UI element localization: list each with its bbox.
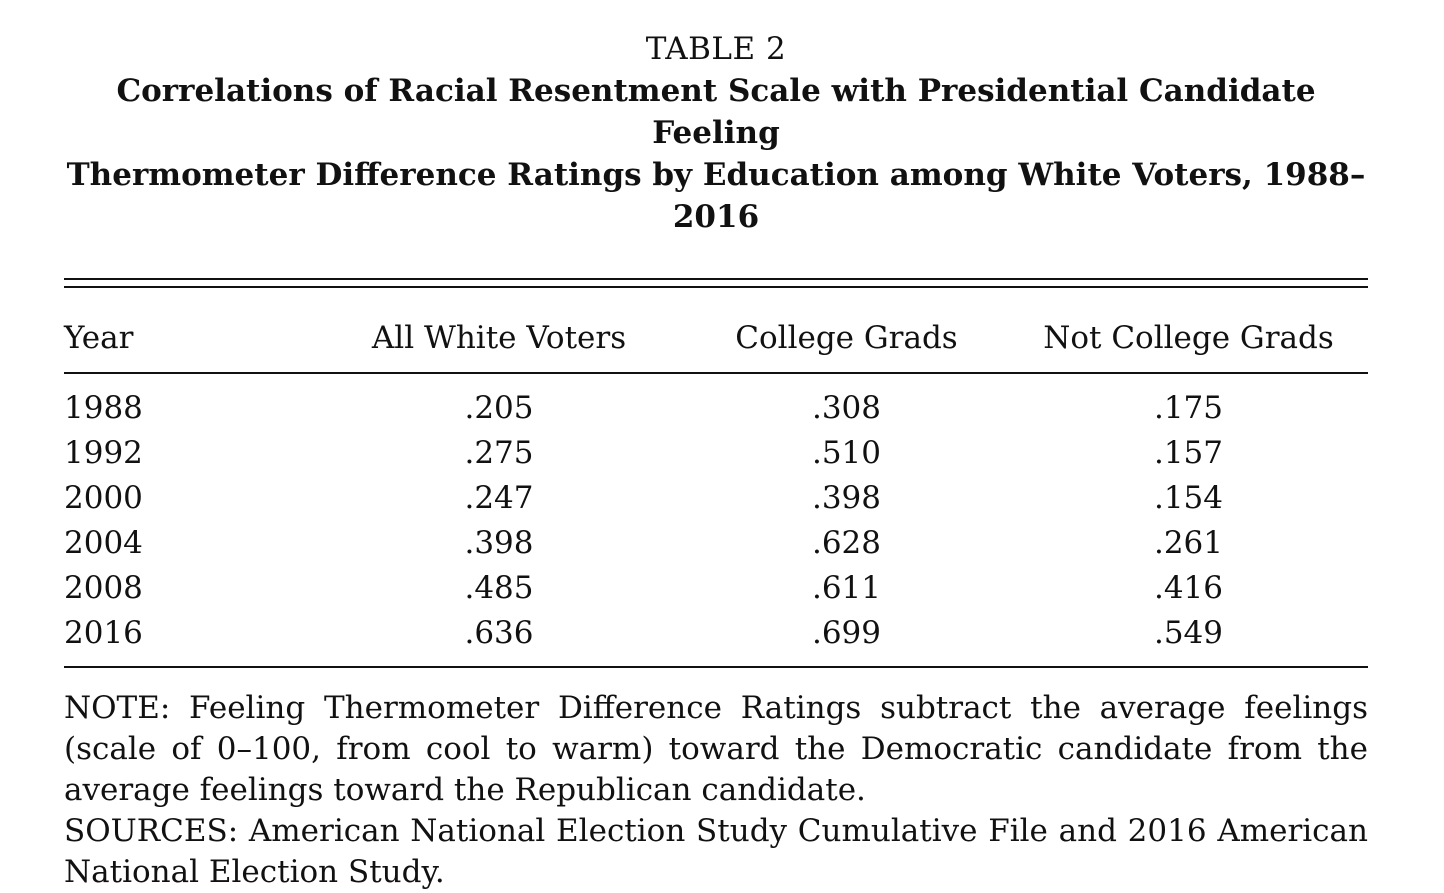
cell-all-white-voters: .398 [464, 525, 534, 561]
bottom-rule [64, 666, 1368, 668]
top-double-rule [64, 278, 1368, 288]
cell-year: 2016 [64, 615, 143, 651]
cell-college-grads: .398 [811, 480, 882, 516]
table-title-line-2: Thermometer Difference Ratings by Educat… [66, 157, 1366, 235]
table-row: 1992 .275 .510 .157 [64, 431, 1368, 476]
note-text: NOTE: Feeling Thermometer Difference Rat… [64, 690, 1368, 808]
cell-not-college-grads: .154 [1153, 480, 1224, 516]
header-year: Year [64, 318, 314, 374]
sources-text: SOURCES: American National Election Stud… [64, 813, 1368, 890]
cell-not-college-grads: .261 [1153, 525, 1224, 561]
cell-college-grads: .611 [811, 570, 882, 606]
table-row: 2008 .485 .611 .416 [64, 566, 1368, 611]
cell-not-college-grads: .416 [1153, 570, 1224, 606]
cell-all-white-voters: .636 [464, 615, 534, 651]
table-title-line-1: Correlations of Racial Resentment Scale … [116, 73, 1316, 151]
header-college-grads: College Grads [684, 318, 1009, 374]
cell-college-grads: .510 [811, 435, 882, 471]
cell-not-college-grads: .157 [1153, 435, 1224, 471]
cell-year: 2004 [64, 525, 143, 561]
cell-year: 1992 [64, 435, 143, 471]
correlations-table: Year All White Voters College Grads Not … [64, 318, 1368, 666]
cell-college-grads: .628 [811, 525, 882, 561]
table-title: Correlations of Racial Resentment Scale … [64, 70, 1368, 238]
header-all-white-voters: All White Voters [314, 318, 684, 374]
cell-year: 1988 [64, 390, 143, 426]
table-row: 2004 .398 .628 .261 [64, 521, 1368, 566]
cell-all-white-voters: .485 [464, 570, 534, 606]
cell-year: 2008 [64, 570, 143, 606]
cell-year: 2000 [64, 480, 143, 516]
cell-college-grads: .699 [811, 615, 882, 651]
table-row: 1988 .205 .308 .175 [64, 373, 1368, 431]
cell-not-college-grads: .549 [1153, 615, 1224, 651]
table-row: 2016 .636 .699 .549 [64, 611, 1368, 666]
table-notes: NOTE: Feeling Thermometer Difference Rat… [64, 688, 1368, 893]
header-not-college-grads: Not College Grads [1009, 318, 1368, 374]
document-page: TABLE 2 Correlations of Racial Resentmen… [64, 28, 1368, 893]
table-label: TABLE 2 [645, 31, 787, 67]
cell-not-college-grads: .175 [1153, 390, 1224, 426]
cell-all-white-voters: .205 [464, 390, 534, 426]
header-row: Year All White Voters College Grads Not … [64, 318, 1368, 374]
table-row: 2000 .247 .398 .154 [64, 476, 1368, 521]
cell-college-grads: .308 [811, 390, 882, 426]
cell-all-white-voters: .275 [464, 435, 534, 471]
cell-all-white-voters: .247 [464, 480, 534, 516]
